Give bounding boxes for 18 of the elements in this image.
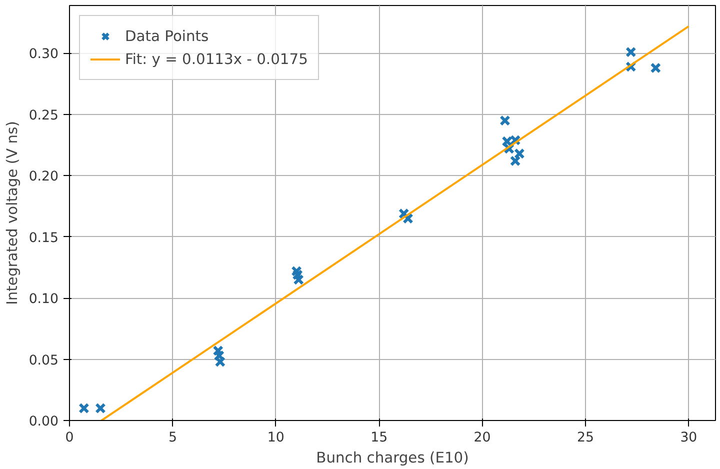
x-tick-label: 20 [474, 430, 491, 446]
y-tick-label: 0.10 [28, 292, 59, 308]
y-tick-label: 0.05 [28, 353, 59, 368]
y-tick-label: 0.30 [28, 47, 59, 62]
x-tick-label: 25 [576, 430, 594, 446]
legend-label: Fit: y = 0.0113x - 0.0175 [125, 50, 308, 68]
x-tick-label: 15 [370, 430, 388, 446]
y-tick-label: 0.25 [28, 108, 59, 124]
legend-label: Data Points [125, 28, 209, 44]
y-tick-label: 0.20 [28, 170, 59, 185]
x-tick-label: 5 [168, 430, 177, 446]
y-tick-label: 0.00 [28, 414, 59, 430]
y-axis-title: Integrated voltage (V ns) [4, 121, 21, 305]
x-tick-label: 0 [65, 430, 74, 446]
x-tick-label: 10 [267, 430, 284, 446]
x-tick-label: 30 [680, 430, 698, 446]
x-axis-title: Bunch charges (E10) [316, 450, 469, 466]
y-tick-label: 0.15 [28, 230, 59, 246]
